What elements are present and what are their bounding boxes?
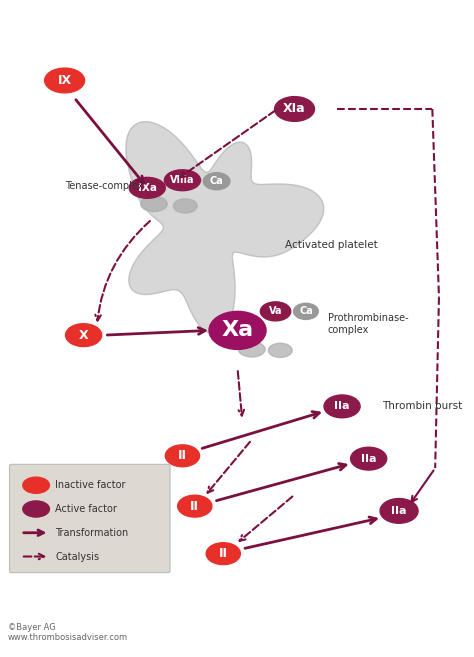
Text: Thrombin burst: Thrombin burst (382, 401, 462, 411)
Text: IIa: IIa (334, 401, 350, 411)
Ellipse shape (164, 170, 201, 191)
Ellipse shape (65, 324, 101, 346)
Ellipse shape (178, 495, 212, 517)
Ellipse shape (23, 501, 49, 517)
Ellipse shape (165, 445, 200, 466)
Text: Transformation: Transformation (55, 528, 128, 537)
Text: Activated platelet: Activated platelet (285, 240, 378, 250)
Text: Active factor: Active factor (55, 504, 117, 514)
Text: Tenase-complex: Tenase-complex (64, 181, 143, 191)
Ellipse shape (45, 68, 84, 93)
Text: II: II (178, 449, 187, 463)
Text: VIIIa: VIIIa (170, 175, 195, 185)
Ellipse shape (351, 447, 387, 470)
Text: IIa: IIa (392, 506, 407, 516)
Text: II: II (190, 499, 199, 512)
Text: Catalysis: Catalysis (55, 551, 99, 562)
Text: Prothrombinase-
complex: Prothrombinase- complex (328, 313, 409, 334)
Ellipse shape (260, 302, 291, 321)
Text: IX: IX (57, 74, 72, 87)
Ellipse shape (173, 199, 197, 213)
Text: ©Bayer AG
www.thrombosisadviser.com: ©Bayer AG www.thrombosisadviser.com (8, 623, 128, 643)
Ellipse shape (209, 311, 266, 350)
Ellipse shape (141, 196, 167, 212)
Ellipse shape (380, 499, 418, 523)
Ellipse shape (129, 177, 165, 198)
Text: Va: Va (269, 306, 283, 317)
Text: Xa: Xa (221, 321, 254, 340)
Text: XIa: XIa (283, 102, 306, 116)
Text: Ca: Ca (299, 306, 313, 317)
Text: Ca: Ca (210, 176, 224, 186)
FancyBboxPatch shape (9, 464, 170, 573)
Ellipse shape (206, 543, 240, 564)
Polygon shape (126, 122, 324, 334)
Ellipse shape (203, 173, 230, 190)
Ellipse shape (23, 477, 49, 493)
Ellipse shape (268, 343, 292, 357)
Text: II: II (219, 547, 228, 560)
Text: Inactive factor: Inactive factor (55, 480, 126, 490)
Ellipse shape (274, 97, 315, 122)
Ellipse shape (293, 304, 319, 319)
Ellipse shape (238, 342, 265, 357)
Text: X: X (79, 328, 89, 342)
Text: IIa: IIa (361, 453, 376, 464)
Text: IXa: IXa (138, 183, 157, 193)
Ellipse shape (324, 395, 360, 418)
